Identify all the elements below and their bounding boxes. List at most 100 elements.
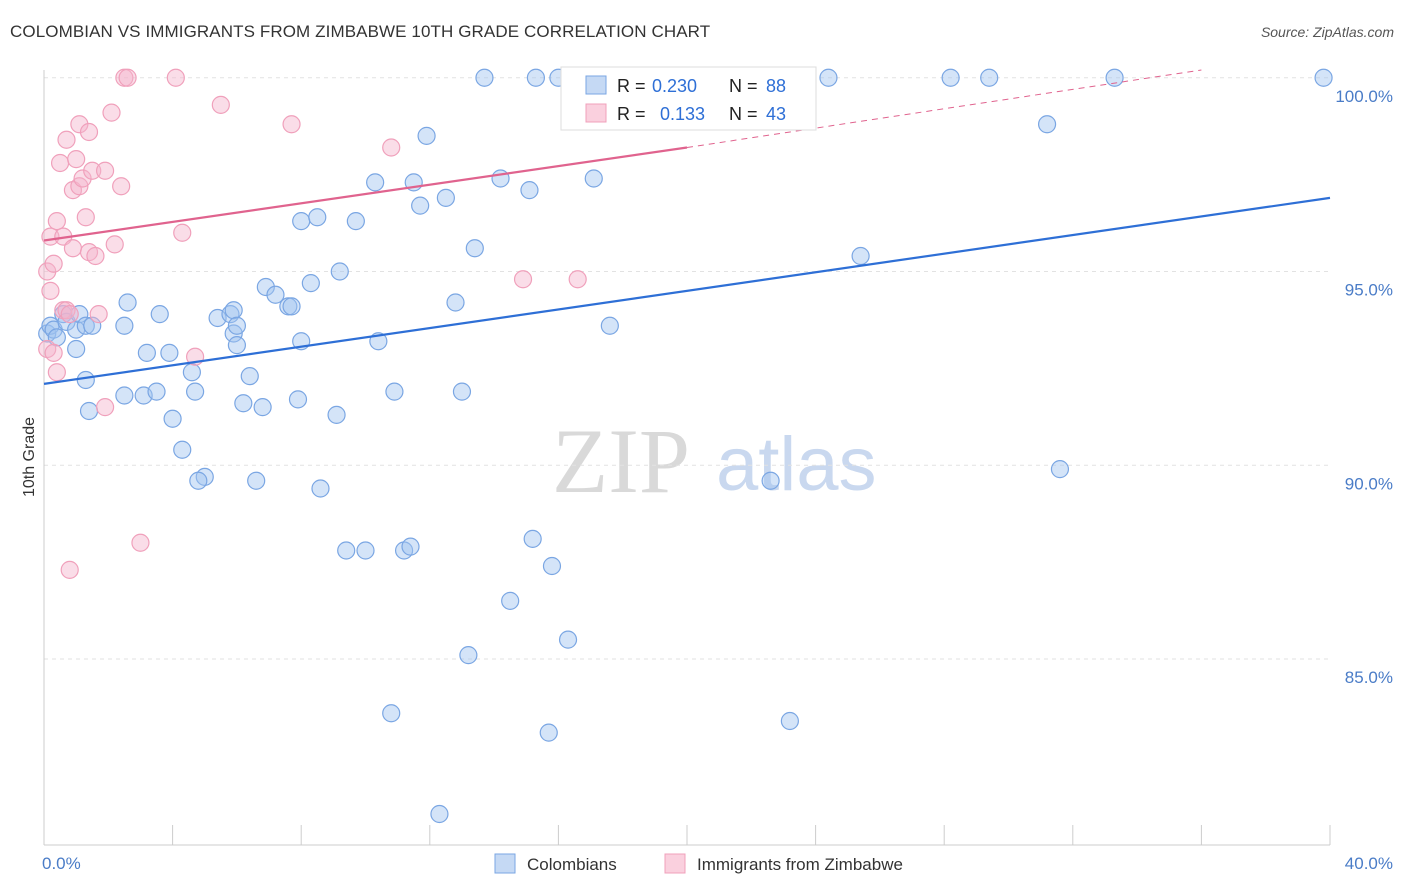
zimbabwe-point	[50, 153, 70, 173]
y-tick-label: 100.0%	[1335, 87, 1393, 106]
axes	[43, 70, 1331, 846]
colombians-point	[520, 181, 539, 200]
correlation-legend: R = 0.230 N = 88 R = 0.133 N = 43	[560, 66, 817, 131]
chart-title: COLOMBIAN VS IMMIGRANTS FROM ZIMBABWE 10…	[10, 22, 711, 41]
colombians-point	[163, 409, 182, 428]
colombians-point	[118, 293, 137, 312]
legend-swatch-colombians	[585, 75, 607, 95]
colombians-point	[253, 398, 272, 417]
colombians-point	[288, 390, 308, 409]
colombians-point	[79, 401, 99, 421]
gridlines	[44, 77, 1330, 660]
colombians-point	[600, 316, 619, 335]
zimbabwe-point	[60, 560, 79, 579]
zimbabwe-point	[86, 246, 105, 266]
colombians-point	[173, 440, 192, 459]
colombians-point	[292, 212, 311, 231]
legend-n-value-zimbabwe: 43	[766, 104, 786, 124]
zimbabwe-point	[60, 305, 79, 324]
colombians-point	[301, 274, 320, 293]
legend-r-label-zimbabwe: R =	[617, 104, 646, 124]
colombians-point	[366, 173, 385, 192]
legend-r-value-colombians: 0.230	[652, 76, 697, 96]
colombians-point	[452, 382, 472, 401]
colombians-point	[523, 529, 542, 548]
colombians-point	[1050, 460, 1070, 479]
colombians-point	[76, 370, 95, 390]
y-tick-label: 85.0%	[1345, 668, 1393, 687]
colombians-point	[446, 293, 465, 312]
colombians-point	[382, 704, 401, 723]
zimbabwe-point	[95, 161, 115, 180]
colombians-trend-line	[43, 196, 1331, 385]
colombians-point	[526, 68, 545, 87]
colombians-point	[327, 405, 346, 424]
colombians-point	[475, 68, 494, 87]
colombians-point	[150, 305, 169, 324]
zimbabwe-point	[282, 115, 301, 134]
colombians-point	[851, 246, 870, 266]
tick-labels: 85.0% 90.0% 95.0% 100.0% 0.0% 40.0%	[42, 87, 1393, 873]
colombians-point	[76, 316, 95, 335]
colombians-point	[186, 382, 205, 401]
colombians-point	[385, 382, 404, 401]
zimbabwe-point	[131, 533, 150, 552]
zimbabwe-point	[47, 212, 66, 231]
legend-n-label-zimbabwe: N =	[729, 104, 758, 124]
zimbabwe-point	[118, 68, 137, 87]
zimbabwe-point	[73, 169, 92, 188]
colombians-point	[1105, 68, 1124, 87]
colombians-point	[224, 301, 243, 320]
colombians-point	[160, 343, 179, 362]
zimbabwe-point	[89, 305, 108, 324]
source-credit: Source: ZipAtlas.com	[1260, 24, 1394, 40]
colombians-point	[459, 646, 478, 665]
legend-n-label-colombians: N =	[729, 76, 758, 96]
colombians-point	[465, 239, 484, 258]
colombians-point	[182, 363, 201, 382]
y-axis-title: 10th Grade	[21, 417, 38, 497]
colombians-point	[356, 541, 375, 560]
colombians-point	[234, 394, 253, 413]
colombians-point	[411, 196, 430, 215]
x-tick-label-max: 40.0%	[1345, 854, 1393, 873]
colombians-point	[115, 386, 134, 405]
colombians-point	[346, 212, 365, 231]
series-legend: Colombians Immigrants from Zimbabwe	[494, 853, 903, 874]
colombians-point	[542, 556, 562, 576]
zimbabwe-point	[67, 150, 86, 169]
colombians-point	[1314, 68, 1333, 87]
colombians-point	[47, 328, 66, 347]
colombians-point	[282, 297, 301, 316]
colombians-point	[761, 471, 780, 490]
colombians-point	[227, 316, 246, 335]
colombians-point	[308, 208, 327, 227]
zimbabwe-trend-extension	[686, 69, 1202, 148]
colombians-point	[311, 479, 330, 498]
colombians-point	[584, 169, 603, 188]
colombians-point	[436, 188, 455, 207]
zimbabwe-point	[63, 239, 83, 258]
bottom-legend-swatch-zimbabwe	[664, 853, 686, 874]
x-tick-label-min: 0.0%	[42, 854, 81, 873]
colombians-point	[337, 541, 356, 560]
colombians-point	[115, 316, 134, 335]
zimbabwe-point	[382, 138, 401, 157]
zimbabwe-point	[41, 281, 60, 300]
colombians-point	[401, 537, 420, 556]
trend-lines	[43, 69, 1331, 385]
y-tick-label: 90.0%	[1345, 474, 1393, 493]
zimbabwe-point	[166, 68, 185, 87]
zimbabwe-point	[513, 270, 533, 289]
colombians-point	[227, 336, 246, 355]
zimbabwe-point	[79, 122, 99, 142]
colombians-point	[266, 285, 285, 304]
legend-n-value-colombians: 88	[766, 76, 786, 96]
watermark-zip: ZIP	[552, 410, 690, 512]
colombians-point	[501, 591, 520, 610]
zimbabwe-point	[83, 161, 102, 180]
zimbabwe-point	[105, 235, 124, 254]
zimbabwe-point	[211, 95, 230, 114]
colombians-point	[83, 316, 102, 335]
colombians-point	[147, 382, 166, 401]
